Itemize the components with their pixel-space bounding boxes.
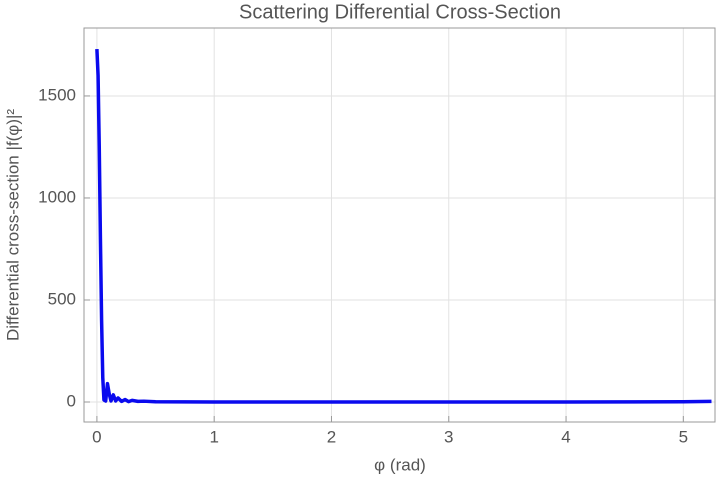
x-tick-label: 1 <box>209 427 218 446</box>
x-tick-label: 4 <box>561 427 570 446</box>
data-line <box>95 48 712 404</box>
x-tick-label: 5 <box>679 427 688 446</box>
y-tick-label: 1500 <box>38 85 76 104</box>
x-tick-label: 2 <box>327 427 336 446</box>
chart-title: Scattering Differential Cross-Section <box>239 1 561 23</box>
y-tick-label: 1000 <box>38 187 76 206</box>
y-axis-label: Differential cross-section |f(φ)|² <box>3 109 22 341</box>
x-axis-label: φ (rad) <box>374 455 426 474</box>
y-tick-label: 500 <box>48 289 76 308</box>
x-tick-label: 3 <box>444 427 453 446</box>
y-tick-label: 0 <box>67 391 76 410</box>
x-tick-label: 0 <box>92 427 101 446</box>
plot-frame <box>83 27 716 423</box>
